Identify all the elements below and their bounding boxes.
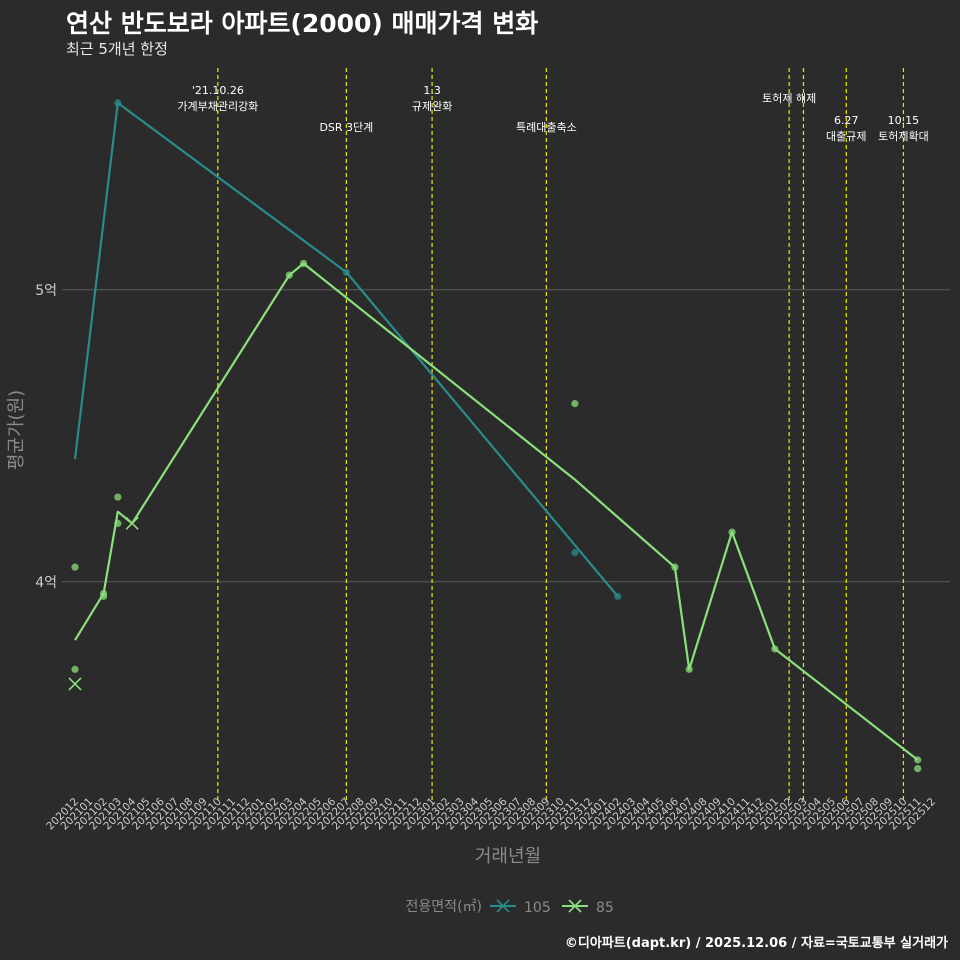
data-point-85 [671,563,679,571]
y-tick-label: 4억 [35,575,57,591]
data-point-85 [728,528,736,536]
legend-label-85: 85 [596,900,614,916]
series-line-105 [73,101,619,598]
chart-title: 연산 반도보라 아파트(2000) 매매가격 변화 [66,9,539,38]
data-point-85 [285,271,293,279]
data-point-85 [571,400,579,408]
event-label: 가계부채관리강화 [177,100,258,113]
data-point-105 [571,548,579,557]
event-label: 6.27 [834,114,859,127]
event-label: 특례대출축소 [516,121,577,134]
data-point-85 [71,563,79,571]
series-line-85 [74,262,919,761]
event-label: 토허제 해제 [762,91,816,105]
legend-title: 전용면적(㎡) [406,899,482,915]
data-point-85 [114,493,122,501]
legend-swatch-cross-105 [496,899,510,913]
chart-subtitle: 최근 5개년 한정 [66,40,168,58]
cross-marker-85 [68,677,82,691]
data-point-105 [342,268,350,276]
chart-caption: ©디아파트(dapt.kr) / 2025.12.06 / 자료=국토교통부 실… [564,936,948,951]
event-label: 대출규제 [826,130,866,143]
data-point-85 [99,589,108,598]
data-point-85 [914,756,922,764]
data-point-105 [114,99,122,107]
legend-label-105: 105 [524,900,551,916]
data-point-85 [114,519,122,527]
event-label: DSR 3단계 [319,121,373,134]
event-label: 규제완화 [412,100,452,113]
legend-swatch-cross-85 [568,899,582,913]
y-axis-title: 평균가(원) [6,390,27,470]
cross-marker-85 [125,516,139,530]
data-point-105 [614,592,622,600]
data-point-85 [685,665,693,673]
data-point-85 [71,665,79,673]
data-point-85 [914,765,922,773]
y-tick-label: 5억 [35,283,57,299]
data-point-85 [771,645,779,653]
x-axis-title: 거래년월 [475,846,541,867]
event-label: 10.15 [888,114,920,127]
event-label: 토허제확대 [878,130,929,143]
event-label: 1.3 [423,84,441,97]
data-point-85 [299,259,308,268]
event-label: '21.10.26 [192,84,244,97]
